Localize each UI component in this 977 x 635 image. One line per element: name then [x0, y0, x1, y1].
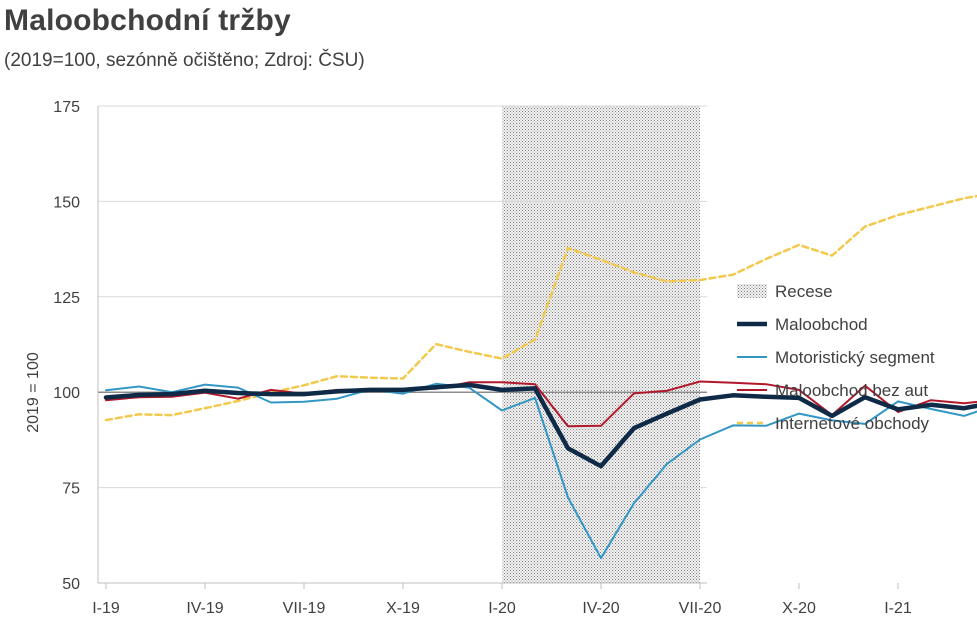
series-line-maloobchod — [103, 382, 977, 469]
y-tick-label: 125 — [53, 290, 80, 307]
chart-subtitle: (2019=100, sezónně očištěno; Zdroj: ČSU) — [4, 50, 365, 71]
series-line-motoristicky-segment — [105, 382, 977, 560]
legend-swatch-recese — [737, 284, 767, 298]
chart-title: Maloobchodní tržby — [4, 4, 291, 37]
legend-label: Recese — [775, 282, 833, 301]
x-tick-label: I-21 — [884, 600, 912, 617]
x-tick-label: VII-19 — [283, 600, 326, 617]
x-tick-label: I-19 — [92, 600, 120, 617]
x-tick-label: X-19 — [386, 600, 420, 617]
legend-label: Maloobchod — [775, 315, 868, 334]
x-tick-label: IV-19 — [186, 600, 223, 617]
y-tick-label: 175 — [53, 99, 80, 116]
y-tick-label: 150 — [53, 194, 80, 211]
legend-label: Motoristický segment — [775, 348, 935, 367]
legend-label: Internetové obchody — [775, 414, 930, 433]
y-tick-label: 75 — [62, 481, 80, 498]
x-tick-label: VII-20 — [679, 600, 722, 617]
x-tick-label: X-20 — [782, 600, 816, 617]
x-tick-label: IV-20 — [582, 600, 619, 617]
legend-label: Maloobchod bez aut — [775, 381, 928, 400]
y-tick-label: 100 — [53, 385, 80, 402]
recession-band — [502, 106, 700, 583]
x-tick-label: I-20 — [488, 600, 516, 617]
y-tick-label: 50 — [62, 576, 80, 593]
y-axis-label: 2019 = 100 — [25, 352, 42, 433]
